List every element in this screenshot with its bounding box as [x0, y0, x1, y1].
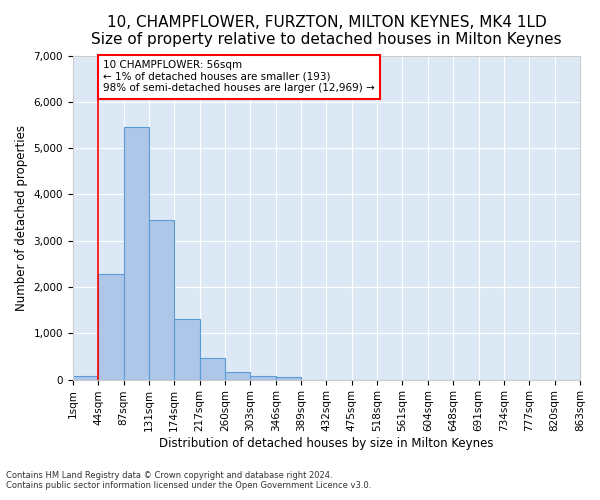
Text: 10 CHAMPFLOWER: 56sqm
← 1% of detached houses are smaller (193)
98% of semi-deta: 10 CHAMPFLOWER: 56sqm ← 1% of detached h…	[103, 60, 375, 94]
Y-axis label: Number of detached properties: Number of detached properties	[15, 124, 28, 310]
Bar	[275, 378, 301, 380]
Bar	[124, 127, 149, 380]
Bar	[149, 220, 174, 380]
Bar	[73, 376, 98, 380]
Bar	[250, 376, 275, 380]
Bar	[98, 274, 124, 380]
Bar	[225, 372, 250, 380]
X-axis label: Distribution of detached houses by size in Milton Keynes: Distribution of detached houses by size …	[159, 437, 494, 450]
Bar	[200, 358, 225, 380]
Bar	[174, 319, 200, 380]
Title: 10, CHAMPFLOWER, FURZTON, MILTON KEYNES, MK4 1LD
Size of property relative to de: 10, CHAMPFLOWER, FURZTON, MILTON KEYNES,…	[91, 15, 562, 48]
Text: Contains HM Land Registry data © Crown copyright and database right 2024.
Contai: Contains HM Land Registry data © Crown c…	[6, 470, 371, 490]
